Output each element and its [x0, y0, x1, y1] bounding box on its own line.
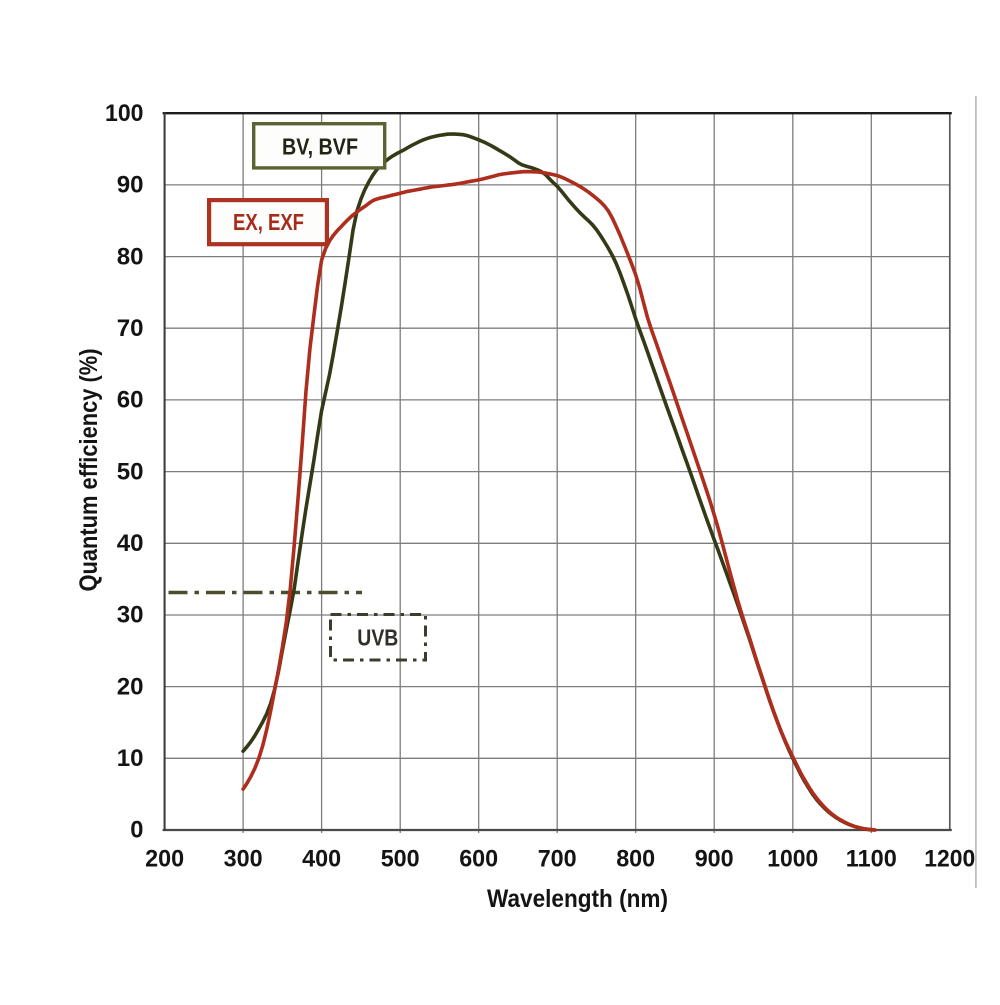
- svg-text:300: 300: [224, 846, 263, 873]
- svg-text:Quantum efficiency (%): Quantum efficiency (%): [75, 349, 103, 592]
- svg-text:40: 40: [117, 530, 144, 557]
- svg-text:30: 30: [117, 602, 144, 629]
- svg-text:UVB: UVB: [357, 625, 398, 651]
- svg-text:20: 20: [117, 673, 144, 700]
- svg-text:100: 100: [105, 100, 144, 127]
- svg-text:1200: 1200: [924, 846, 975, 873]
- svg-text:10: 10: [117, 745, 144, 772]
- svg-text:60: 60: [117, 387, 144, 414]
- svg-text:700: 700: [538, 846, 577, 873]
- svg-text:900: 900: [695, 846, 734, 873]
- svg-text:800: 800: [616, 846, 655, 873]
- svg-text:80: 80: [117, 243, 144, 270]
- svg-text:600: 600: [459, 846, 498, 873]
- svg-text:Wavelength (nm): Wavelength (nm): [487, 885, 668, 913]
- svg-text:0: 0: [130, 817, 143, 844]
- svg-text:70: 70: [117, 315, 144, 342]
- svg-text:EX, EXF: EX, EXF: [233, 209, 304, 235]
- svg-text:BV, BVF: BV, BVF: [282, 134, 358, 160]
- svg-text:200: 200: [145, 846, 184, 873]
- svg-text:1000: 1000: [767, 846, 818, 873]
- svg-text:400: 400: [302, 846, 341, 873]
- svg-text:90: 90: [117, 172, 144, 199]
- svg-text:1100: 1100: [846, 846, 897, 873]
- svg-text:50: 50: [117, 458, 144, 485]
- svg-text:500: 500: [381, 846, 420, 873]
